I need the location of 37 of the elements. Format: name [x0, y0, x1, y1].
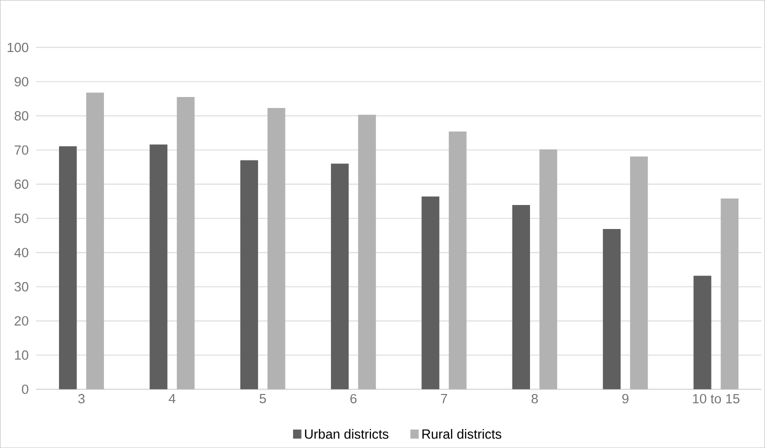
x-tick-label: 7	[441, 394, 448, 404]
bar	[539, 149, 558, 390]
y-tick-label: 40	[14, 248, 28, 258]
bar	[59, 146, 77, 390]
x-tick-label: 4	[168, 394, 176, 404]
y-tick-label: 100	[8, 42, 28, 52]
x-tick-label: 6	[350, 394, 357, 404]
bar	[630, 156, 648, 390]
bar	[720, 198, 738, 390]
bar	[240, 160, 258, 390]
y-tick-label: 80	[14, 111, 28, 120]
bar	[448, 132, 467, 390]
y-tick-label: 50	[14, 214, 28, 224]
x-tick-label: 5	[260, 394, 266, 404]
bar	[330, 164, 349, 390]
y-tick-label: 70	[14, 145, 28, 155]
y-tick-label: 20	[14, 316, 28, 326]
bar	[86, 92, 104, 390]
bar	[358, 114, 376, 390]
x-tick-label: 8	[532, 394, 538, 404]
bar	[176, 96, 195, 390]
legend-label: Urban districts	[305, 429, 388, 439]
y-tick-label: 30	[14, 282, 28, 292]
bar	[512, 205, 530, 390]
bar	[422, 196, 440, 390]
x-tick-label: 10 to 15	[693, 394, 740, 404]
x-tick-label: 9	[622, 394, 628, 404]
bar	[694, 276, 712, 390]
bar	[267, 108, 286, 390]
y-tick-label: 10	[15, 350, 28, 360]
bar	[150, 144, 168, 390]
y-tick-label: 0	[22, 384, 28, 394]
bar	[602, 228, 621, 390]
y-tick-label: 90	[14, 76, 28, 86]
legend-label: Rural districts	[422, 429, 502, 439]
y-tick-label: 60	[14, 179, 28, 189]
x-tick-label: 3	[78, 394, 85, 404]
